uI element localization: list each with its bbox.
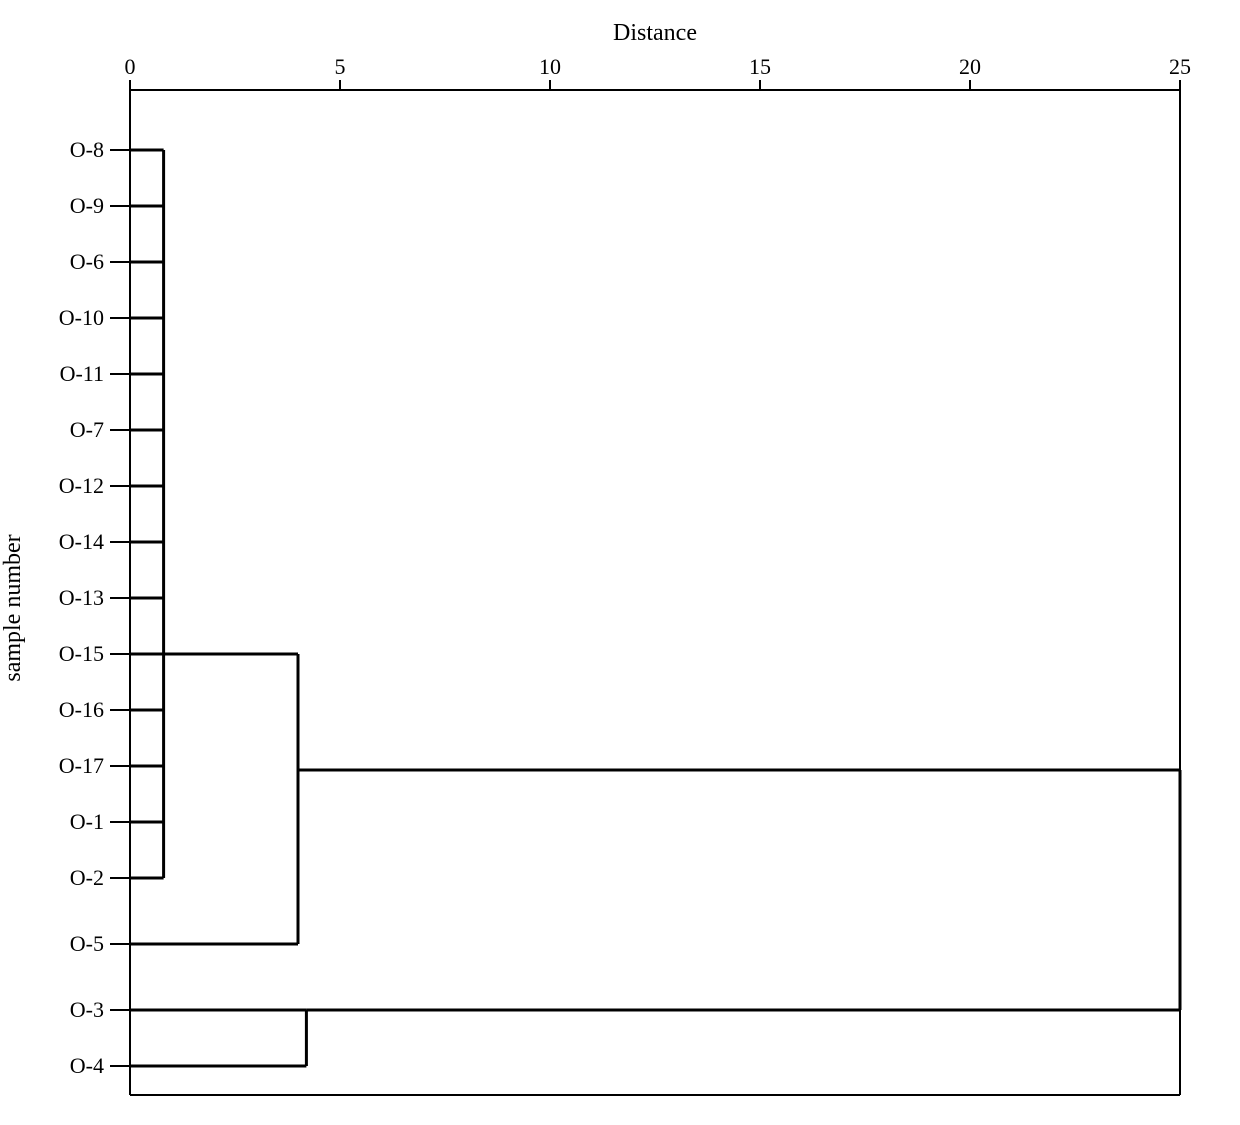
leaf-label: O-7 — [70, 417, 104, 442]
leaf-label: O-16 — [59, 697, 104, 722]
x-axis-title: Distance — [613, 20, 697, 46]
leaf-label: O-8 — [70, 137, 104, 162]
leaf-label: O-6 — [70, 249, 104, 274]
leaf-label: O-3 — [70, 997, 104, 1022]
x-tick-label: 10 — [539, 54, 561, 79]
leaf-label: O-13 — [59, 585, 104, 610]
y-axis-title: sample number — [0, 534, 26, 681]
x-tick-label: 5 — [335, 54, 346, 79]
x-tick-label: 20 — [959, 54, 981, 79]
leaf-label: O-5 — [70, 931, 104, 956]
leaf-label: O-9 — [70, 193, 104, 218]
leaf-label: O-12 — [59, 473, 104, 498]
x-tick-label: 15 — [749, 54, 771, 79]
leaf-label: O-15 — [59, 641, 104, 666]
leaf-label: O-11 — [60, 361, 104, 386]
leaf-label: O-10 — [59, 305, 104, 330]
dendrogram-chart: Distance 0 5 10 15 20 25 sample number O-8 O-9 O-6… — [0, 0, 1240, 1125]
x-tick-label: 25 — [1169, 54, 1191, 79]
leaf-label: O-1 — [70, 809, 104, 834]
x-tick-label: 0 — [125, 54, 136, 79]
leaf-label: O-17 — [59, 753, 104, 778]
leaf-label: O-4 — [70, 1053, 104, 1078]
leaf-label: O-2 — [70, 865, 104, 890]
leaf-label: O-14 — [59, 529, 104, 554]
